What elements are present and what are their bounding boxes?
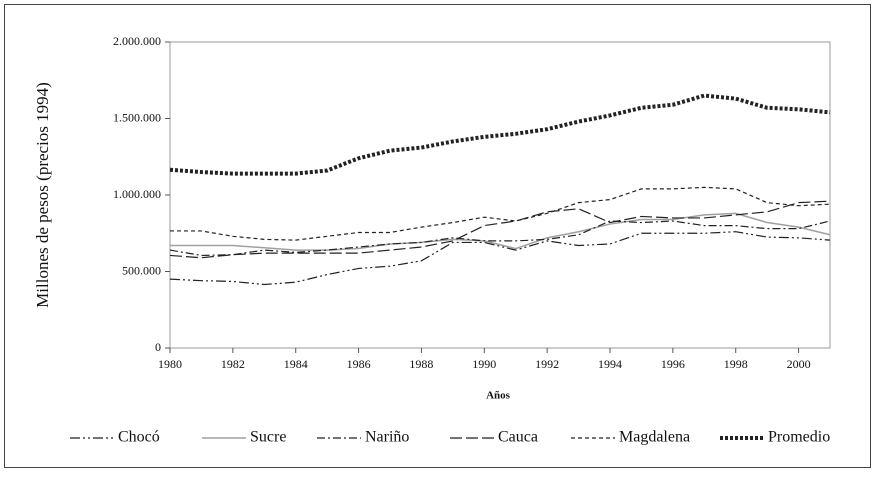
legend-label: Promedio (768, 429, 830, 446)
series-line (169, 93, 831, 176)
y-tick-label: 2.000.000 (113, 34, 161, 48)
x-tick-label: 1990 (472, 357, 496, 371)
x-tick-label: 1982 (221, 357, 245, 371)
x-tick-label: 1986 (347, 357, 371, 371)
x-tick-label: 1984 (284, 357, 308, 371)
series-line (169, 231, 831, 286)
x-tick-label: 1994 (598, 357, 622, 371)
legend-label: Chocó (118, 429, 160, 446)
x-tick-label: 1980 (158, 357, 182, 371)
legend-label: Sucre (250, 429, 286, 446)
series-line (170, 212, 831, 251)
y-tick-label: 500.000 (122, 263, 161, 277)
x-tick-label: 1996 (661, 357, 685, 371)
legend-label: Nariño (365, 429, 409, 446)
legend-label: Magdalena (619, 429, 690, 446)
series-line (169, 200, 831, 259)
x-tick-label: 2000 (787, 357, 811, 371)
legend-label: Cauca (498, 429, 538, 446)
series-line (170, 186, 831, 241)
plot-area (169, 41, 831, 349)
y-tick-label: 1.000.000 (113, 187, 161, 201)
series-line (169, 220, 831, 257)
y-tick-label: 1.500.000 (113, 110, 161, 124)
y-axis-label: Millones de pesos (precios 1994) (33, 82, 52, 308)
x-axis-label: Años (486, 390, 511, 402)
x-tick-label: 1988 (409, 357, 433, 371)
frame (4, 4, 871, 468)
x-tick-label: 1998 (724, 357, 748, 371)
x-tick-label: 1992 (535, 357, 559, 371)
y-tick-label: 0 (155, 340, 161, 354)
